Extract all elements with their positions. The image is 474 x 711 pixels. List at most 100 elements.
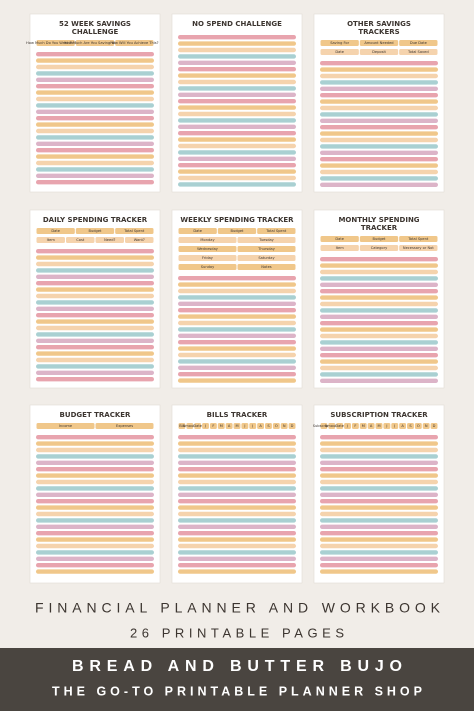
stripe	[178, 550, 296, 555]
stripe	[178, 295, 296, 300]
label: Item	[47, 238, 56, 242]
stripe	[36, 345, 154, 350]
label-cell	[178, 246, 237, 252]
stripe	[36, 473, 154, 478]
stripe	[36, 524, 154, 529]
stripe	[178, 372, 296, 377]
stripe	[178, 314, 296, 319]
page-title: DAILY SPENDING TRACKER	[43, 216, 148, 224]
label-cell	[320, 49, 359, 55]
stripe	[36, 505, 154, 510]
stripe	[36, 306, 154, 311]
stripe	[320, 67, 438, 72]
stripe	[320, 308, 438, 313]
stripe	[320, 327, 438, 332]
stripe	[320, 333, 438, 339]
label: Expenses	[116, 424, 133, 428]
stripe	[36, 293, 154, 299]
stripe	[178, 308, 296, 313]
stripe	[36, 128, 154, 134]
stripe	[178, 156, 296, 161]
stripe	[36, 71, 154, 76]
page-title: TRACKER	[361, 224, 398, 232]
label: Total Spent	[407, 237, 429, 241]
stripe	[178, 111, 296, 117]
label-cell	[66, 237, 95, 243]
stripe	[36, 109, 154, 114]
stripe	[36, 325, 154, 331]
stripe	[36, 492, 154, 497]
label: M	[220, 424, 223, 428]
label-cell	[422, 423, 430, 429]
stripe	[320, 295, 438, 300]
stripe	[36, 287, 154, 292]
label: N	[425, 424, 428, 428]
label-cell	[75, 40, 115, 46]
page-title: WEEKLY SPENDING TRACKER	[180, 216, 294, 224]
stripe	[320, 473, 438, 478]
stripe	[178, 563, 296, 568]
headline: FINANCIAL PLANNER AND WORKBOOK	[35, 600, 441, 616]
stripe	[178, 327, 296, 332]
stripe	[178, 301, 296, 306]
stripe	[178, 518, 296, 523]
stripe	[178, 282, 296, 287]
stripe	[178, 182, 296, 187]
label: J	[346, 424, 348, 428]
stripe	[178, 320, 296, 326]
label-cell	[186, 423, 194, 429]
stripe	[36, 84, 154, 89]
stripe	[36, 96, 154, 102]
page-title: NO SPEND CHALLENGE	[192, 20, 282, 28]
stripe	[178, 473, 296, 478]
stripe	[36, 90, 154, 95]
stripe	[178, 131, 296, 136]
stripe	[178, 454, 296, 459]
label-cell	[383, 423, 391, 429]
label: Item	[336, 246, 345, 250]
stripe	[36, 167, 154, 172]
stripe	[320, 441, 438, 446]
label: Amount	[325, 424, 340, 428]
label: A	[228, 424, 231, 428]
label: M	[362, 424, 365, 428]
stripe	[320, 454, 438, 459]
label: J	[251, 424, 253, 428]
stripe	[36, 332, 154, 337]
stripe	[36, 274, 154, 279]
page-title: CHALLENGE	[72, 28, 119, 36]
label-cell	[202, 423, 209, 429]
stripe	[36, 64, 154, 70]
label-cell	[320, 40, 359, 46]
label-cell	[237, 237, 296, 243]
stripe	[36, 486, 154, 491]
stripe	[36, 154, 154, 159]
stripe	[178, 175, 296, 181]
label: Budget	[231, 229, 245, 233]
stripe	[178, 359, 296, 364]
stripe	[320, 182, 438, 187]
stripe	[36, 511, 154, 517]
page-title: BILLS TRACKER	[207, 411, 268, 419]
stripe	[320, 372, 438, 377]
stripe	[320, 131, 438, 136]
label-cell	[265, 423, 272, 429]
stripe	[178, 340, 296, 345]
stripe	[178, 505, 296, 510]
stripe	[36, 281, 154, 286]
stripe	[320, 492, 438, 497]
stripe	[36, 103, 154, 108]
stripe	[36, 261, 154, 267]
label-cell	[359, 423, 367, 429]
label: Cost	[76, 238, 85, 242]
label-cell	[328, 423, 336, 429]
stripe	[320, 301, 438, 307]
stripe	[36, 460, 154, 465]
stripe	[178, 169, 296, 174]
stripe	[320, 105, 438, 111]
label-cell	[178, 237, 237, 243]
stripe	[320, 537, 438, 542]
label: Amount Needed	[364, 41, 393, 45]
stripe	[36, 319, 154, 324]
stripe	[320, 479, 438, 485]
